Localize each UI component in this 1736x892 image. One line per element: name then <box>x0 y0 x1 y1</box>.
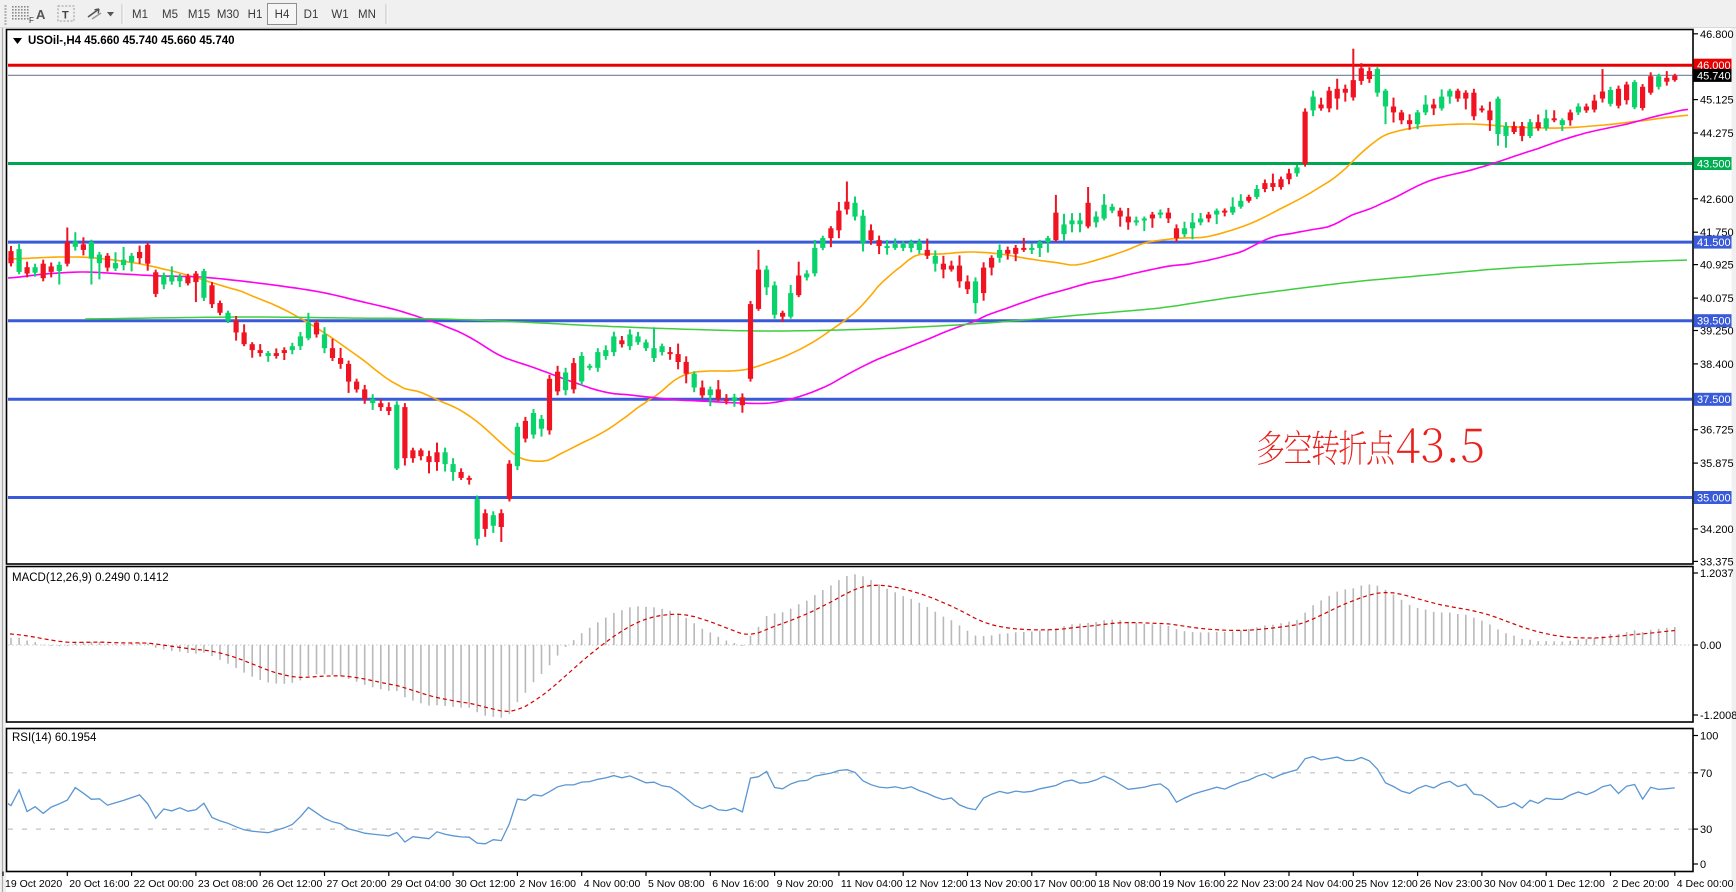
svg-text:11 Nov 04:00: 11 Nov 04:00 <box>841 878 903 890</box>
svg-text:37.500: 37.500 <box>1697 394 1731 406</box>
svg-text:M1: M1 <box>132 9 148 21</box>
svg-text:42.600: 42.600 <box>1700 194 1734 206</box>
svg-text:6 Nov 16:00: 6 Nov 16:00 <box>712 878 769 890</box>
svg-text:T: T <box>62 10 69 22</box>
svg-text:M30: M30 <box>217 9 239 21</box>
svg-text:0.00: 0.00 <box>1700 640 1721 652</box>
svg-text:13 Nov 20:00: 13 Nov 20:00 <box>970 878 1033 890</box>
svg-text:17 Nov 00:00: 17 Nov 00:00 <box>1034 878 1097 890</box>
svg-text:M15: M15 <box>188 9 210 21</box>
svg-text:25 Nov 12:00: 25 Nov 12:00 <box>1355 878 1418 890</box>
svg-text:4 Dec 00:00: 4 Dec 00:00 <box>1677 878 1734 890</box>
svg-text:39.250: 39.250 <box>1700 326 1734 338</box>
svg-text:9 Nov 20:00: 9 Nov 20:00 <box>777 878 834 890</box>
svg-text:1.2037: 1.2037 <box>1700 568 1734 580</box>
svg-text:RSI(14) 60.1954: RSI(14) 60.1954 <box>12 732 97 744</box>
svg-text:4 Nov 00:00: 4 Nov 00:00 <box>584 878 641 890</box>
svg-text:36.725: 36.725 <box>1700 425 1734 437</box>
svg-text:41.500: 41.500 <box>1697 237 1731 249</box>
svg-text:A: A <box>36 7 46 22</box>
svg-text:34.200: 34.200 <box>1700 524 1734 536</box>
svg-text:USOil-,H4 45.660 45.740 45.66: USOil-,H4 45.660 45.740 45.660 45.740 <box>28 35 235 47</box>
svg-text:M5: M5 <box>162 9 178 21</box>
svg-text:33.375: 33.375 <box>1700 556 1734 568</box>
svg-text:22 Oct 00:00: 22 Oct 00:00 <box>134 878 194 890</box>
svg-text:H4: H4 <box>275 9 290 21</box>
svg-text:19 Oct 2020: 19 Oct 2020 <box>5 878 62 890</box>
svg-text:30 Nov 04:00: 30 Nov 04:00 <box>1484 878 1547 890</box>
svg-text:40.925: 40.925 <box>1700 260 1734 272</box>
svg-text:18 Nov 08:00: 18 Nov 08:00 <box>1098 878 1161 890</box>
svg-text:38.400: 38.400 <box>1700 359 1734 371</box>
svg-text:40.075: 40.075 <box>1700 293 1734 305</box>
svg-text:35.875: 35.875 <box>1700 458 1734 470</box>
svg-text:45.125: 45.125 <box>1700 95 1734 107</box>
svg-text:2 Dec 20:00: 2 Dec 20:00 <box>1613 878 1670 890</box>
svg-text:MN: MN <box>358 9 376 21</box>
svg-text:20 Oct 16:00: 20 Oct 16:00 <box>69 878 129 890</box>
svg-text:44.275: 44.275 <box>1700 128 1734 140</box>
svg-text:100: 100 <box>1700 731 1718 743</box>
svg-text:2 Nov 16:00: 2 Nov 16:00 <box>519 878 576 890</box>
svg-text:5 Nov 08:00: 5 Nov 08:00 <box>648 878 705 890</box>
svg-text:70: 70 <box>1700 768 1712 780</box>
svg-text:26 Oct 12:00: 26 Oct 12:00 <box>262 878 322 890</box>
svg-text:0: 0 <box>1700 859 1706 871</box>
svg-text:46.800: 46.800 <box>1700 29 1734 41</box>
svg-text:24 Nov 04:00: 24 Nov 04:00 <box>1291 878 1354 890</box>
svg-text:29 Oct 04:00: 29 Oct 04:00 <box>391 878 451 890</box>
svg-text:D1: D1 <box>304 9 319 21</box>
svg-text:27 Oct 20:00: 27 Oct 20:00 <box>327 878 387 890</box>
svg-text:-1.2008: -1.2008 <box>1700 710 1736 722</box>
svg-text:F: F <box>29 16 34 25</box>
svg-text:30: 30 <box>1700 824 1712 836</box>
svg-text:MACD(12,26,9) 0.2490 0.1412: MACD(12,26,9) 0.2490 0.1412 <box>12 572 169 584</box>
svg-text:30 Oct 12:00: 30 Oct 12:00 <box>455 878 515 890</box>
svg-text:39.500: 39.500 <box>1697 316 1731 328</box>
svg-text:W1: W1 <box>331 9 348 21</box>
svg-text:43.500: 43.500 <box>1697 159 1731 171</box>
svg-text:26 Nov 23:00: 26 Nov 23:00 <box>1420 878 1483 890</box>
svg-text:H1: H1 <box>248 9 263 21</box>
svg-text:1 Dec 12:00: 1 Dec 12:00 <box>1548 878 1605 890</box>
svg-text:23 Oct 08:00: 23 Oct 08:00 <box>198 878 258 890</box>
svg-text:22 Nov 23:00: 22 Nov 23:00 <box>1227 878 1290 890</box>
svg-text:35.000: 35.000 <box>1697 493 1731 505</box>
svg-text:45.740: 45.740 <box>1697 70 1731 82</box>
svg-text:19 Nov 16:00: 19 Nov 16:00 <box>1162 878 1225 890</box>
svg-text:12 Nov 12:00: 12 Nov 12:00 <box>905 878 968 890</box>
